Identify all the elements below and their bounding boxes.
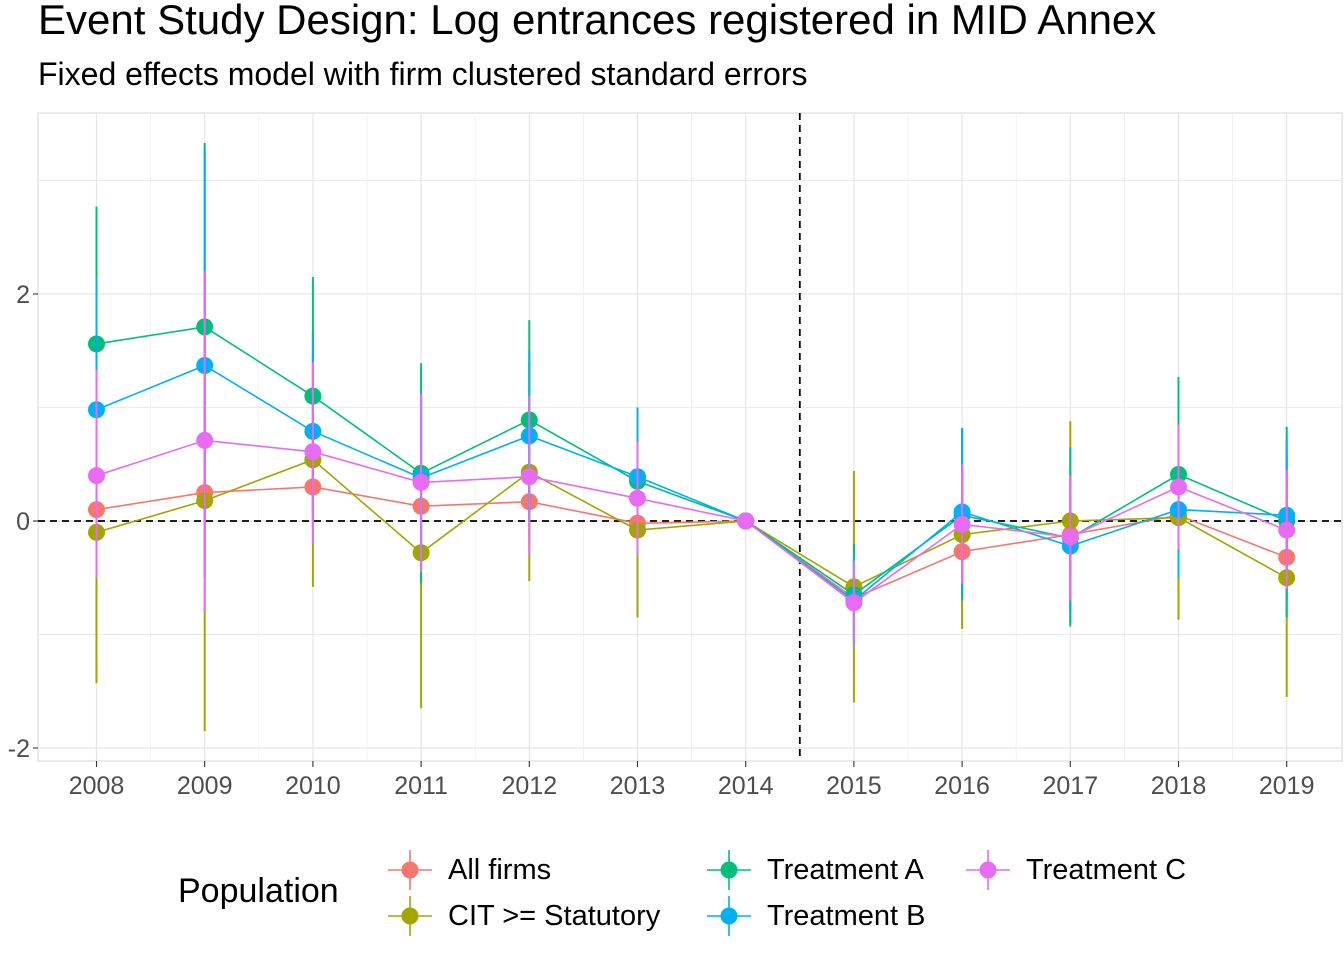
legend-label-treatment-b: Treatment B [767,899,926,932]
point-treatment-c-2009 [196,431,214,449]
x-tick-label-2008: 2008 [69,772,125,800]
legend-key-all-firms [388,850,432,890]
y-tick-label-2: 2 [16,281,30,309]
point-treatment-c-2016 [953,515,971,533]
x-tick-label-2017: 2017 [1042,772,1098,800]
point-treatment-c-2015 [845,594,863,612]
legend-item-treatment-b[interactable]: Treatment B [707,896,925,936]
legend-label-cit-statutory: CIT >= Statutory [448,899,661,932]
y-tick-label--2: -2 [8,735,30,763]
axis-layer: -2 0 2 2008 2009 2010 2011 2012 2013 2014 2015 2016… [8,281,1315,800]
reference-lines [38,113,1342,761]
panel-border [37,112,1343,762]
x-tick-label-2010: 2010 [285,772,341,800]
point-treatment-c-2011 [412,473,430,491]
legend-label-treatment-c: Treatment C [1026,853,1187,886]
x-tick-label-2014: 2014 [718,772,774,800]
series-layer [88,143,1296,731]
x-tick-label-2011: 2011 [394,772,448,800]
x-tick-label-2016: 2016 [934,772,990,800]
legend-item-cit-statutory[interactable]: CIT >= Statutory [388,896,660,936]
series-line-cit-statutory [96,458,1288,588]
legend-title: Population [178,872,339,910]
point-treatment-c-2010 [304,443,322,461]
point-treatment-c-2012 [520,468,538,486]
legend-label-treatment-a: Treatment A [767,853,924,886]
point-treatment-c-2018 [1170,478,1187,496]
series-line-treatment-a [96,326,1288,596]
chart-subtitle: Fixed effects model with firm clustered … [38,56,808,92]
point-treatment-c-2019 [1278,521,1296,539]
series-line-treatment-c [96,439,1287,604]
event-study-plot: -2 0 2 2008 2009 2010 2011 2012 2013 2014 2015 2016… [8,112,1343,800]
point-treatment-c-2013 [629,489,646,507]
series-line-all-firms [96,486,1287,600]
x-tick-label-2015: 2015 [826,772,882,800]
x-tick-label-2012: 2012 [501,772,557,800]
legend-key-treatment-a [707,850,751,890]
legend-label-all-firms: All firms [448,853,552,886]
y-tick-label-0: 0 [16,508,30,536]
x-tick-label-2009: 2009 [177,772,233,800]
series-line-treatment-b [96,364,1287,602]
grid-layer [37,112,1343,762]
legend-key-treatment-b [707,896,751,936]
series-treatment-c [88,271,1296,646]
point-treatment-c-2014 [737,512,755,530]
legend-item-all-firms[interactable]: All firms [388,850,551,890]
legend-key-treatment-c [966,850,1010,890]
legend-key-cit-statutory [388,896,432,936]
x-tick-label-2013: 2013 [610,772,666,800]
legend-item-treatment-c[interactable]: Treatment C [966,850,1186,890]
point-treatment-c-2008 [88,467,105,485]
chart-title: Event Study Design: Log entrances regist… [38,0,1157,43]
legend-item-treatment-a[interactable]: Treatment A [707,850,924,890]
x-tick-label-2019: 2019 [1259,772,1315,800]
point-treatment-c-2017 [1061,528,1079,546]
x-tick-label-2018: 2018 [1151,772,1207,800]
